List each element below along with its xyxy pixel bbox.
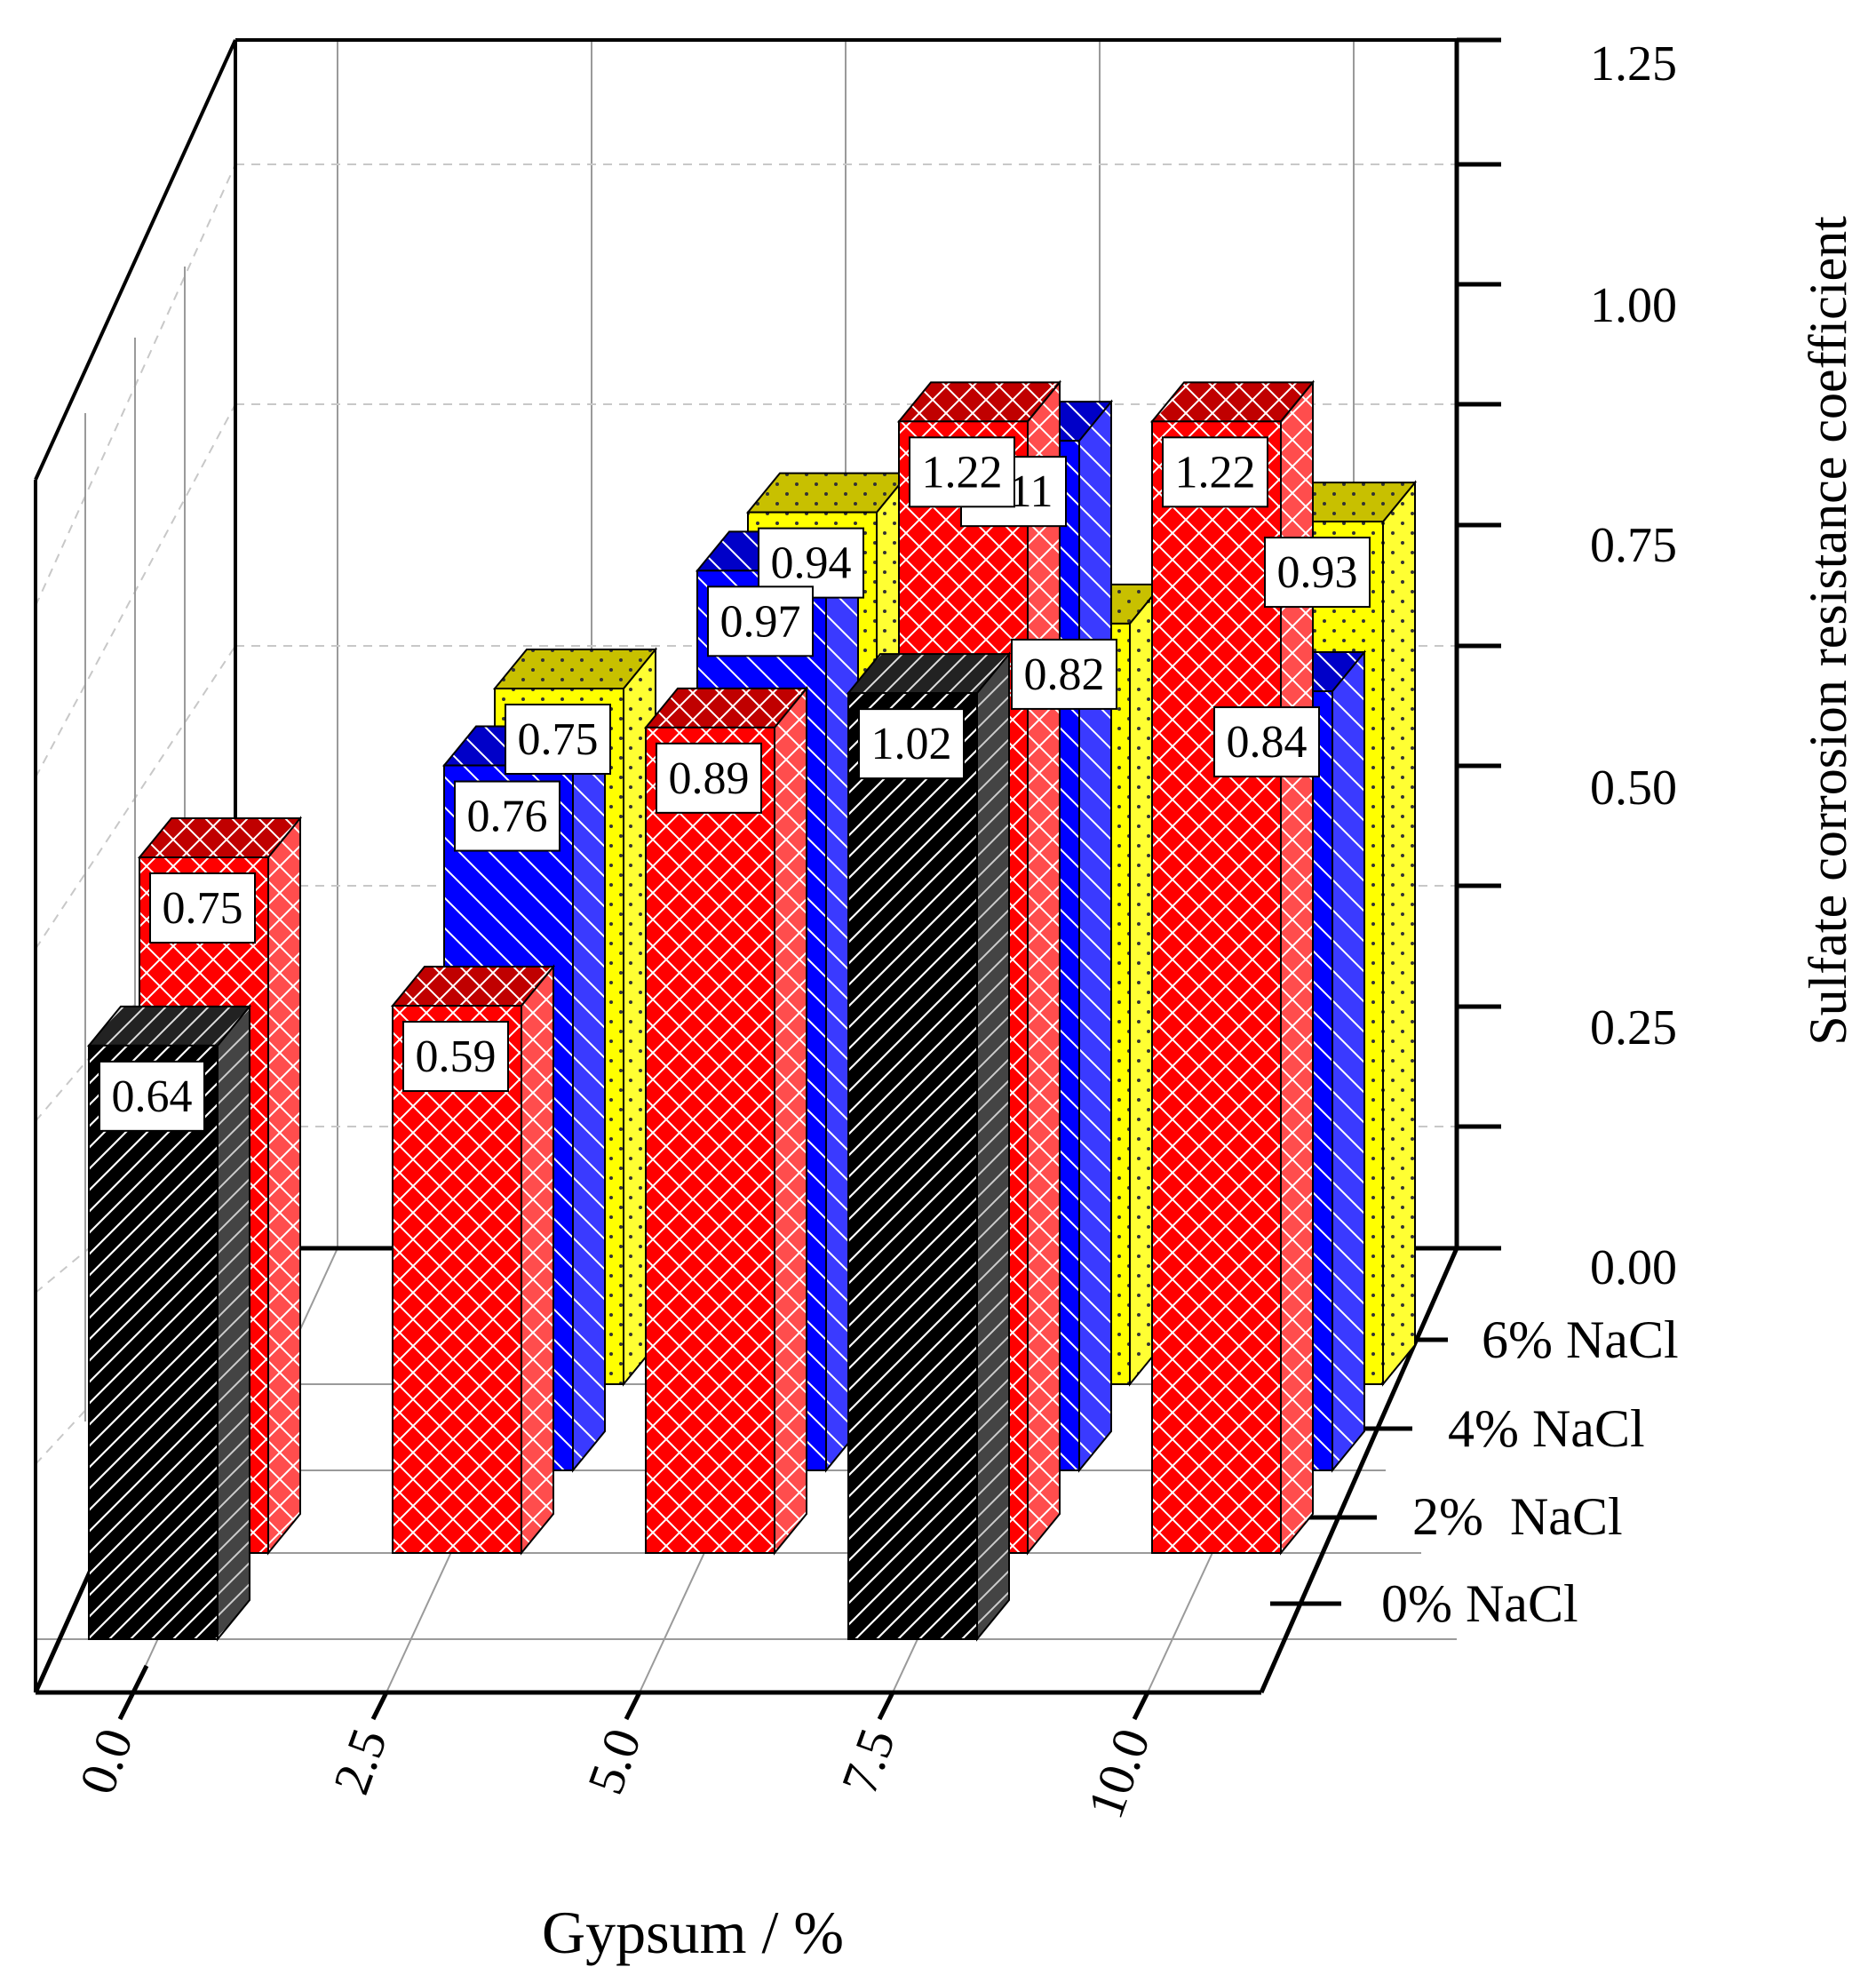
depth-label: 6% NaCl [1482, 1310, 1679, 1369]
value-label-text: 0.97 [720, 596, 801, 647]
depth-label: 2% NaCl [1412, 1487, 1623, 1546]
bar-front [645, 726, 775, 1554]
depth-label: 4% NaCl [1448, 1399, 1645, 1458]
bar-side [1078, 399, 1112, 1473]
y-tick-label: 1.25 [1590, 36, 1677, 92]
value-label: 0.59 [402, 1021, 509, 1093]
x-axis-title: Gypsum / % [542, 1899, 844, 1966]
value-label-box [909, 436, 1015, 508]
bar-front [392, 1005, 522, 1555]
value-label-box [1011, 638, 1117, 710]
bar-side [1331, 649, 1365, 1473]
value-labels-layer: 0.750.940.820.930.760.971.110.840.750.59… [99, 436, 1371, 1132]
y-axis-title: Sulfate corrosion resistance coefficient [1799, 216, 1857, 1046]
bar [1149, 379, 1316, 1556]
value-label-box [99, 1060, 205, 1132]
depth-labels: 0% NaCl 2% NaCl 4% NaCl 6% NaCl [1381, 1310, 1679, 1633]
value-label: 0.82 [1011, 638, 1117, 710]
value-label: 0.93 [1264, 537, 1371, 609]
bar-front [1151, 420, 1282, 1555]
y-tick-label: 0.25 [1590, 1000, 1677, 1055]
bar [846, 651, 1012, 1642]
value-label-text: 0.82 [1024, 649, 1105, 700]
y-tick-label: 0.00 [1590, 1240, 1677, 1295]
value-label-text: 1.22 [922, 447, 1003, 498]
value-label-box [858, 708, 965, 780]
value-label-box [1213, 706, 1320, 778]
value-label: 0.89 [656, 742, 762, 814]
value-label-text: 0.89 [669, 753, 750, 804]
x-tick-label: 10.0 [1076, 1721, 1161, 1826]
value-label: 0.97 [707, 585, 814, 657]
value-label-box [454, 780, 560, 852]
bar-front [88, 1044, 219, 1640]
y-tick-label: 0.50 [1590, 761, 1677, 816]
value-label-box [505, 704, 611, 775]
value-label-box [707, 585, 814, 657]
y-tick-label: 1.00 [1590, 278, 1677, 333]
value-label-text: 0.84 [1227, 717, 1308, 768]
y-tick-labels: 1.25 1.00 0.75 0.50 0.25 0.00 [1590, 36, 1677, 1295]
value-label: 0.75 [505, 704, 611, 775]
bar-side [774, 686, 807, 1556]
bar [86, 1004, 252, 1642]
x-tick-label: 7.5 [830, 1721, 906, 1801]
y-tick-label: 0.75 [1590, 518, 1677, 573]
x-axis-ticks [117, 1664, 1150, 1721]
value-label-text: 0.59 [416, 1031, 497, 1082]
value-label-text: 0.64 [112, 1071, 193, 1122]
bar-side [521, 964, 554, 1556]
bar-side [217, 1004, 250, 1642]
value-label-text: 0.76 [467, 792, 548, 842]
value-label: 0.64 [99, 1060, 205, 1132]
x-tick-label: 2.5 [322, 1721, 398, 1801]
x-tick-label: 0.0 [68, 1721, 144, 1801]
value-label-text: 0.94 [771, 538, 852, 589]
y-axis [1454, 37, 1501, 1251]
bar-side [1382, 480, 1416, 1387]
x-tick-label: 5.0 [576, 1721, 652, 1801]
value-label-box [402, 1021, 509, 1093]
bar-side [572, 723, 606, 1473]
bar-side [1027, 379, 1061, 1556]
bars-layer [86, 379, 1418, 1642]
value-label: 1.02 [858, 708, 965, 780]
x-tick-labels: 0.0 2.5 5.0 7.5 10.0 [68, 1721, 1161, 1826]
value-label: 0.76 [454, 780, 560, 852]
value-label-text: 1.02 [871, 719, 952, 769]
bar-front [847, 692, 978, 1640]
bar [643, 686, 809, 1556]
value-label: 0.84 [1213, 706, 1320, 778]
value-label-box [656, 742, 762, 814]
value-label-text: 0.93 [1277, 547, 1358, 598]
value-label: 0.75 [149, 872, 256, 944]
value-label-box [149, 872, 256, 944]
value-label-box [1162, 436, 1268, 508]
bar-side [976, 651, 1010, 1642]
value-label: 1.22 [909, 436, 1015, 508]
value-label: 1.22 [1162, 436, 1268, 508]
value-label-text: 0.75 [163, 883, 243, 934]
bar [390, 964, 556, 1556]
value-label-box [1264, 537, 1371, 609]
value-label-text: 1.22 [1175, 447, 1256, 498]
depth-label: 0% NaCl [1381, 1574, 1578, 1633]
bar-side [267, 816, 301, 1556]
value-label-text: 0.75 [518, 714, 599, 765]
